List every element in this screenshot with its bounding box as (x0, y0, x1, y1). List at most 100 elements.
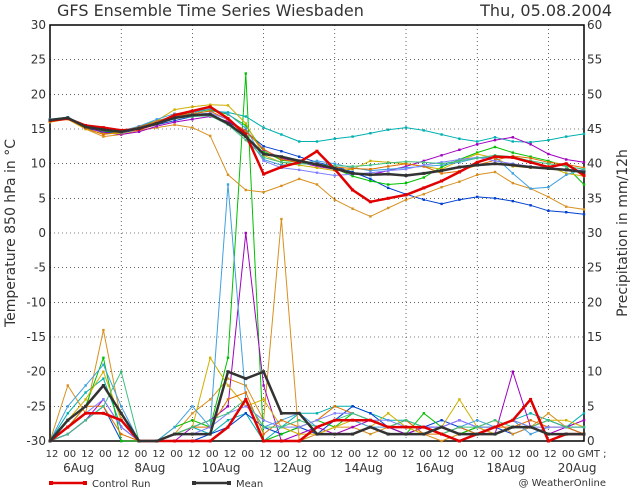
temp-data-point (173, 120, 176, 124)
temp-data-point (209, 109, 212, 113)
temp-data-point (369, 177, 372, 181)
y-tick-label: -30 (26, 434, 46, 448)
chart-date: Thu, 05.08.2004 (479, 1, 612, 20)
precip-data-point (155, 439, 159, 443)
temp-data-point (315, 161, 319, 164)
temp-data-point (155, 125, 158, 128)
temp-data-point (387, 168, 390, 171)
temp-data-point (280, 133, 283, 136)
precip-data-point (280, 425, 283, 429)
copyright: @ WeatherOnline (518, 478, 606, 489)
precip-data-point (119, 418, 123, 422)
x-hour-label: 12 (330, 449, 343, 460)
temp-data-point (422, 129, 425, 132)
temp-data-point (547, 162, 550, 165)
temp-series-line (49, 110, 585, 143)
y2-tick-label: 55 (587, 53, 602, 67)
temp-data-point (244, 129, 247, 133)
temp-data-point (137, 126, 141, 130)
precip-data-point (404, 432, 408, 436)
temp-data-point (404, 166, 408, 169)
x-hour-label: 12 (366, 449, 379, 460)
y2-tick-label: 45 (587, 122, 602, 136)
precip-data-point (529, 419, 532, 422)
x-hour-label: 00 (170, 449, 183, 460)
temp-data-point (262, 145, 265, 148)
temp-data-point (315, 171, 319, 174)
temp-data-point (564, 168, 568, 172)
temp-data-point (173, 113, 177, 117)
precip-data-point (440, 432, 444, 436)
precip-data-point (529, 425, 533, 429)
temp-data-point (333, 167, 337, 170)
temp-data-point (262, 150, 265, 153)
temp-data-point (493, 145, 497, 149)
temp-data-point (457, 170, 461, 174)
temp-data-point (102, 133, 105, 136)
precip-data-point (493, 432, 497, 436)
precip-data-point (351, 412, 354, 415)
y-tick-label: 0 (38, 226, 46, 240)
temp-data-point (262, 172, 266, 176)
temp-data-point (369, 215, 372, 218)
precip-data-point (422, 432, 426, 436)
precip-data-point (191, 425, 194, 429)
temp-data-point (493, 170, 497, 174)
gmt-label: GMT ; (577, 449, 606, 460)
temp-data-point (226, 104, 230, 107)
precip-data-point (226, 183, 230, 186)
temp-data-point (84, 125, 88, 129)
temp-data-point (226, 112, 230, 115)
legend-mean-marker-a (192, 481, 196, 485)
precip-data-point (315, 419, 319, 422)
temp-data-point (368, 173, 372, 177)
precip-data-point (244, 405, 247, 408)
temp-data-point (529, 160, 533, 164)
temp-data-point (493, 138, 497, 142)
temp-data-point (262, 126, 265, 129)
chart-title: GFS Ensemble Time Series Wiesbaden (57, 1, 364, 20)
x-hour-label: 12 (152, 449, 165, 460)
precip-data-point (547, 425, 550, 429)
precip-data-point (226, 425, 230, 429)
temp-data-point (476, 156, 479, 160)
x-hour-label: 00 (419, 449, 432, 460)
temp-data-point (369, 169, 372, 172)
precip-data-point (209, 425, 212, 429)
precip-data-point (458, 398, 461, 401)
temp-data-point (458, 180, 461, 183)
temp-data-point (404, 181, 408, 185)
temp-data-point (458, 158, 461, 161)
temp-data-point (547, 138, 550, 142)
temp-data-point (137, 130, 141, 133)
precip-data-point (209, 419, 212, 422)
x-hour-label: 00 (241, 449, 254, 460)
temp-data-point (565, 135, 568, 138)
temp-data-point (387, 206, 390, 210)
temp-data-point (208, 105, 212, 109)
x-hour-label: 12 (473, 449, 486, 460)
precip-data-point (244, 72, 247, 75)
temp-data-point (369, 168, 372, 171)
temp-data-point (529, 187, 532, 190)
y2-tick-label: 20 (587, 295, 602, 309)
precip-data-point (102, 328, 105, 332)
temp-data-point (564, 162, 568, 166)
precip-data-point (422, 412, 425, 415)
temp-data-point (173, 116, 177, 120)
precip-data-point (582, 425, 586, 429)
precip-data-point (191, 412, 194, 415)
y-axis-label: Temperature 850 hPa in °C (3, 139, 19, 328)
precip-data-point (440, 419, 443, 422)
temp-data-point (48, 118, 52, 122)
precip-data-point (368, 418, 372, 422)
precip-data-point (244, 384, 247, 387)
legend-mean-marker-b (227, 481, 231, 485)
y2-tick-label: 40 (587, 157, 602, 171)
precip-data-point (582, 432, 586, 436)
legend-control-run-marker-a (49, 481, 53, 485)
temp-data-point (369, 159, 372, 163)
temp-data-point (333, 164, 336, 167)
precip-data-point (279, 439, 283, 443)
y-tick-label: -25 (26, 399, 46, 413)
